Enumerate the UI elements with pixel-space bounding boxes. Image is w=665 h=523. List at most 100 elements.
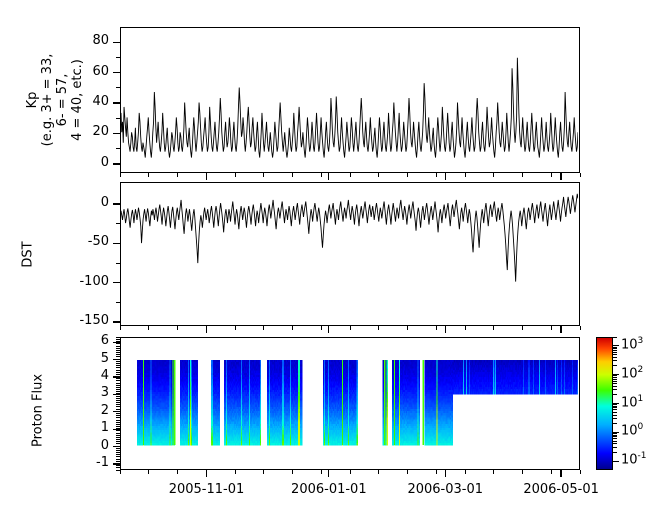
y-tick-label: 40 xyxy=(92,94,109,110)
colorbar-tick-label: 103 xyxy=(621,335,644,353)
x-tick-minor xyxy=(550,470,552,474)
y-tick-minor xyxy=(116,352,120,354)
colorbar-tick-minor xyxy=(613,414,617,416)
y-tick-minor xyxy=(116,358,120,360)
colorbar-tick-minor xyxy=(613,356,617,358)
y-tick-minor xyxy=(116,441,120,443)
y-tick-minor xyxy=(116,389,120,391)
x-tick-minor xyxy=(263,470,265,474)
colorbar-tick xyxy=(613,460,619,462)
y-tick-minor xyxy=(116,436,120,438)
colorbar-tick-minor xyxy=(613,365,617,367)
colorbar-tick-minor xyxy=(613,351,617,353)
y-tick-minor xyxy=(116,432,120,434)
y-tick-minor xyxy=(116,415,120,417)
y-tick-minor xyxy=(116,148,120,150)
y-tick-minor xyxy=(116,367,120,369)
y-tick-minor xyxy=(116,426,120,428)
colorbar-tick-minor xyxy=(613,336,617,338)
y-tick-label: 2 xyxy=(100,402,109,418)
x-tick-major xyxy=(560,173,562,180)
y-tick-minor xyxy=(116,404,120,406)
x-tick-minor xyxy=(464,470,466,474)
y-tick-label: 4 xyxy=(100,367,109,383)
y-tick-minor xyxy=(116,339,120,341)
y-tick-minor xyxy=(116,465,120,467)
x-tick-minor xyxy=(407,326,408,330)
y-tick-label: 0 xyxy=(100,154,109,170)
x-tick-major xyxy=(205,470,208,477)
y-tick-label: 5 xyxy=(100,350,109,366)
y-tick-minor xyxy=(116,382,120,384)
x-tick-minor xyxy=(522,173,523,177)
y-tick-minor xyxy=(116,417,120,419)
y-tick-minor xyxy=(116,373,120,375)
y-tick-label: 1 xyxy=(100,420,109,436)
colorbar-tick xyxy=(613,402,619,405)
y-tick-minor xyxy=(116,412,120,414)
y-tick-minor xyxy=(116,391,120,393)
x-tick-major xyxy=(560,470,562,477)
y-tick-minor xyxy=(116,443,120,445)
y-tick-minor xyxy=(116,410,120,412)
y-tick-label: -150 xyxy=(79,313,109,329)
colorbar-tick-minor xyxy=(613,353,617,355)
colorbar-tick-minor xyxy=(613,433,617,435)
y-tick-label: -100 xyxy=(79,273,109,289)
y-tick-minor xyxy=(116,345,120,347)
x-tick-minor xyxy=(320,326,322,330)
x-tick-minor xyxy=(119,173,121,177)
colorbar-tick-minor xyxy=(613,436,617,438)
x-tick-minor xyxy=(119,470,121,474)
x-tick-minor xyxy=(435,326,437,330)
y-tick-label: 0 xyxy=(100,437,109,453)
y-tick-minor xyxy=(116,356,120,358)
colorbar-tick-minor xyxy=(613,447,617,448)
colorbar-tick-minor xyxy=(613,438,617,440)
y-tick-minor xyxy=(116,386,120,388)
y-tick-minor xyxy=(116,406,120,408)
y-tick-label: 60 xyxy=(92,63,109,79)
kp-panel xyxy=(120,27,580,173)
x-tick-minor xyxy=(234,173,236,177)
x-tick-minor xyxy=(119,326,121,330)
y-tick-minor xyxy=(116,87,120,89)
x-tick-major xyxy=(205,173,208,180)
y-tick-minor xyxy=(116,376,120,378)
x-tick-minor xyxy=(292,470,293,474)
x-tick-minor xyxy=(234,470,236,474)
x-tick-minor xyxy=(435,470,437,474)
y-tick-minor xyxy=(116,343,120,345)
dst-panel xyxy=(120,182,580,326)
x-tick-label: 2006-05-01 xyxy=(523,482,599,497)
x-tick-label: 2006-03-01 xyxy=(407,482,483,497)
y-tick-minor xyxy=(116,399,120,401)
x-tick-minor xyxy=(378,326,380,330)
y-tick-minor xyxy=(116,378,120,380)
y-tick-minor xyxy=(116,354,120,356)
x-tick-major xyxy=(328,470,330,477)
x-tick-minor xyxy=(522,470,523,474)
colorbar-tick-minor xyxy=(613,423,617,425)
y-tick-minor xyxy=(116,449,120,451)
y-tick-minor xyxy=(116,349,120,351)
y-tick-label: 20 xyxy=(92,124,109,140)
x-tick-minor xyxy=(522,326,523,330)
y-tick-minor xyxy=(116,347,120,349)
x-tick-minor xyxy=(579,173,581,177)
y-tick-minor xyxy=(116,452,120,454)
y-tick-major xyxy=(113,321,120,323)
colorbar-tick-minor xyxy=(613,346,617,348)
colorbar-tick-label: 10-1 xyxy=(621,451,647,468)
y-tick-minor xyxy=(116,456,120,458)
colorbar-tick-minor xyxy=(613,409,617,411)
y-tick-minor xyxy=(116,380,120,382)
colorbar-tick-minor xyxy=(613,348,617,349)
x-tick-minor xyxy=(464,326,466,330)
y-tick-minor xyxy=(116,419,120,421)
y-tick-minor xyxy=(116,365,120,367)
colorbar-tick-minor xyxy=(613,440,617,442)
y-tick-minor xyxy=(116,369,120,371)
y-tick-major xyxy=(113,163,120,165)
y-tick-minor xyxy=(116,301,120,303)
